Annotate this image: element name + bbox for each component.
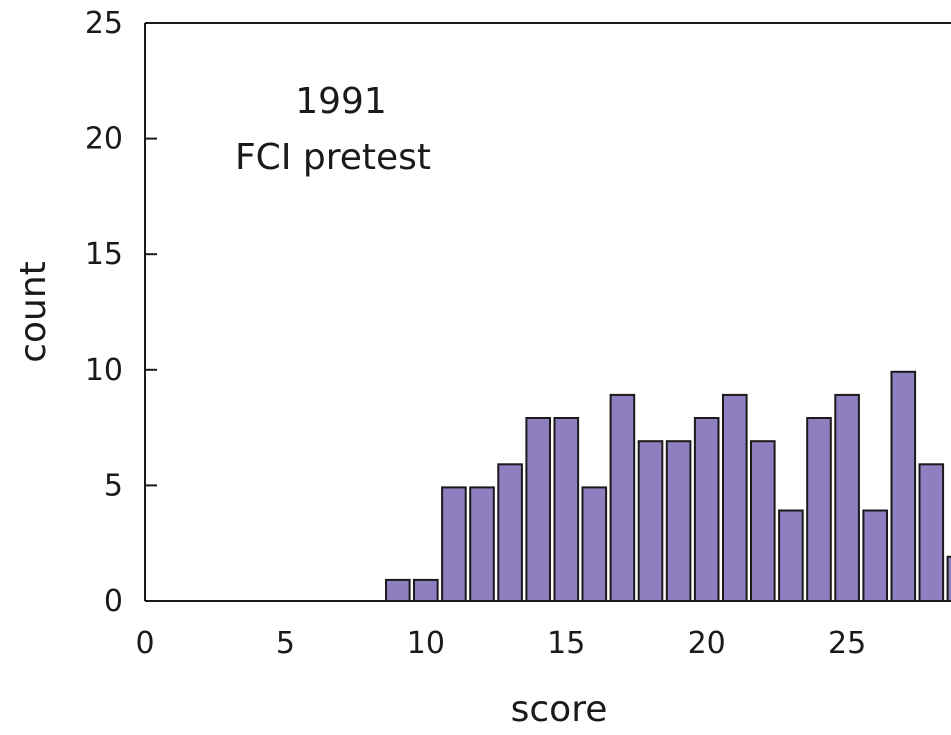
axes-group bbox=[144, 22, 951, 602]
bar-score-20 bbox=[693, 417, 720, 602]
bar-score-25 bbox=[834, 393, 860, 602]
annotation-label: FCI pretest bbox=[235, 137, 431, 178]
y-tick-label: 20 bbox=[85, 122, 123, 157]
annotation-year: 1991 bbox=[295, 81, 387, 122]
y-tick-label: 15 bbox=[85, 237, 123, 272]
bar-score-26 bbox=[862, 509, 889, 602]
bar-score-18 bbox=[637, 440, 664, 603]
x-axis-title: score bbox=[511, 689, 608, 730]
bars-group bbox=[385, 370, 951, 603]
bar-score-24 bbox=[806, 417, 832, 602]
y-tick-label: 25 bbox=[85, 6, 123, 41]
bar-score-12 bbox=[469, 486, 495, 602]
y-tick-label: 10 bbox=[85, 353, 123, 388]
bar-score-19 bbox=[665, 440, 692, 603]
y-tick-label: 0 bbox=[104, 584, 123, 619]
bar-score-27 bbox=[890, 370, 917, 602]
bar-score-15 bbox=[553, 417, 580, 602]
bar-score-17 bbox=[609, 393, 636, 602]
x-tick-label: 15 bbox=[547, 626, 585, 661]
bar-score-29 bbox=[946, 555, 951, 602]
bar-score-11 bbox=[441, 486, 467, 602]
y-axis-title: count bbox=[13, 261, 54, 363]
bar-score-23 bbox=[778, 509, 804, 602]
bar-score-9 bbox=[385, 578, 411, 603]
bar-score-28 bbox=[918, 463, 945, 602]
bar-score-10 bbox=[413, 578, 439, 603]
bar-score-16 bbox=[581, 486, 608, 602]
x-tick-label: 20 bbox=[688, 626, 726, 661]
x-tick-label: 0 bbox=[135, 626, 154, 661]
bar-score-14 bbox=[525, 417, 552, 602]
x-tick-label: 5 bbox=[276, 626, 295, 661]
x-tick-label: 10 bbox=[407, 626, 445, 661]
y-tick-label: 5 bbox=[104, 468, 123, 503]
x-tick-label: 25 bbox=[828, 626, 866, 661]
ticks-group: 0 5 10 15 20 25 0 5 10 15 20 25 bbox=[85, 6, 866, 661]
bar-score-21 bbox=[722, 393, 748, 602]
bar-score-22 bbox=[750, 440, 776, 603]
bar-score-13 bbox=[497, 463, 523, 602]
